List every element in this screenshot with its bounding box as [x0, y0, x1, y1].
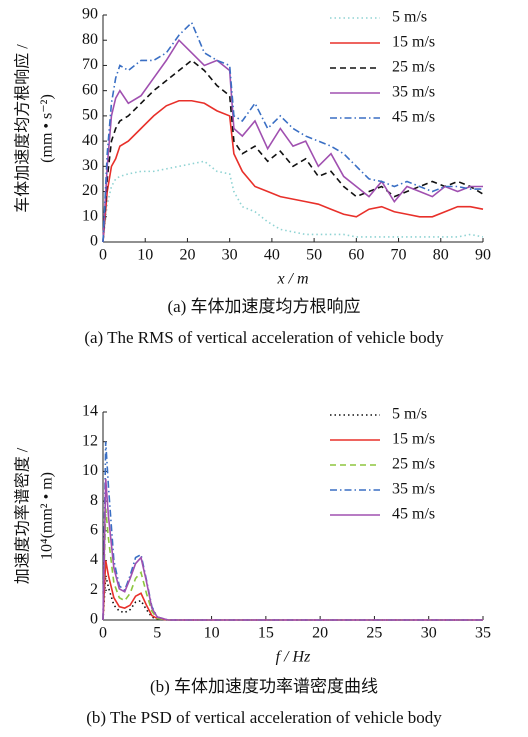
legend-label: 15 m/s — [392, 34, 435, 51]
x-tick-label: 0 — [99, 247, 107, 264]
legend-label: 35 m/s — [392, 84, 435, 101]
x-tick-label: 30 — [222, 247, 238, 264]
y-tick-label: 14 — [82, 403, 98, 420]
x-tick-label: 20 — [312, 625, 328, 642]
y-tick-label: 60 — [82, 81, 98, 98]
legend-label: 15 m/s — [392, 431, 435, 448]
y-tick-label: 80 — [82, 31, 98, 48]
y-tick-label: 40 — [82, 132, 98, 149]
caption: (b) The PSD of vertical acceleration of … — [86, 708, 442, 727]
x-tick-label: 10 — [204, 625, 220, 642]
x-tick-label: 35 — [475, 625, 491, 642]
y-tick-label: 0 — [90, 611, 98, 628]
x-tick-label: 80 — [433, 247, 449, 264]
x-tick-label: 25 — [366, 625, 382, 642]
line-series — [102, 99, 484, 243]
x-tick-label: 0 — [99, 625, 107, 642]
y-tick-label: 6 — [90, 522, 98, 539]
legend-label: 5 m/s — [392, 9, 427, 26]
y-tick-label: 10 — [82, 462, 98, 479]
y-tick-label: 2 — [90, 581, 98, 598]
x-tick-label: 70 — [391, 247, 407, 264]
y-tick-label: 4 — [90, 551, 98, 568]
y-tick-label: 0 — [90, 233, 98, 250]
y-tick-label: 70 — [82, 56, 98, 73]
legend-label: 25 m/s — [392, 59, 435, 76]
x-axis-label: f / Hz — [276, 649, 311, 666]
line-series — [102, 59, 484, 243]
caption: (a) The RMS of vertical acceleration of … — [84, 328, 444, 347]
x-tick-label: 40 — [264, 247, 280, 264]
line-series — [102, 560, 483, 621]
line-series — [102, 575, 483, 621]
x-axis-label: x / m — [276, 271, 308, 288]
line-series — [102, 160, 484, 243]
y-axis-label: 加速度功率谱密度 / — [14, 447, 32, 584]
caption: (a) 车体加速度均方根响应 — [167, 297, 360, 316]
legend-label: 45 m/s — [392, 109, 435, 126]
legend-label: 25 m/s — [392, 456, 435, 473]
y-tick-label: 20 — [82, 182, 98, 199]
y-tick-label: 30 — [82, 157, 98, 174]
x-tick-label: 60 — [348, 247, 364, 264]
y-tick-label: 8 — [90, 492, 98, 509]
x-tick-label: 5 — [153, 625, 161, 642]
caption: (b) 车体加速度功率谱密度曲线 — [150, 677, 378, 696]
x-tick-label: 20 — [179, 247, 195, 264]
x-tick-label: 90 — [475, 247, 491, 264]
y-axis-label: (mm • s⁻²) — [39, 94, 56, 163]
legend-label: 5 m/s — [392, 406, 427, 423]
x-tick-label: 50 — [306, 247, 322, 264]
line-series — [102, 508, 483, 621]
legend-label: 45 m/s — [392, 506, 435, 523]
line-series — [102, 478, 483, 621]
x-tick-label: 30 — [421, 625, 437, 642]
y-tick-label: 50 — [82, 107, 98, 124]
y-tick-label: 10 — [82, 207, 98, 224]
x-tick-label: 10 — [137, 247, 153, 264]
y-axis-label: 10⁴(mm² • m) — [39, 472, 56, 560]
legend-label: 35 m/s — [392, 481, 435, 498]
y-axis-label: 车体加速度均方根响应 / — [13, 44, 32, 213]
x-tick-label: 15 — [258, 625, 274, 642]
line-series — [102, 38, 483, 243]
line-series — [102, 21, 483, 243]
y-tick-label: 90 — [82, 6, 98, 23]
y-tick-label: 12 — [82, 432, 98, 449]
